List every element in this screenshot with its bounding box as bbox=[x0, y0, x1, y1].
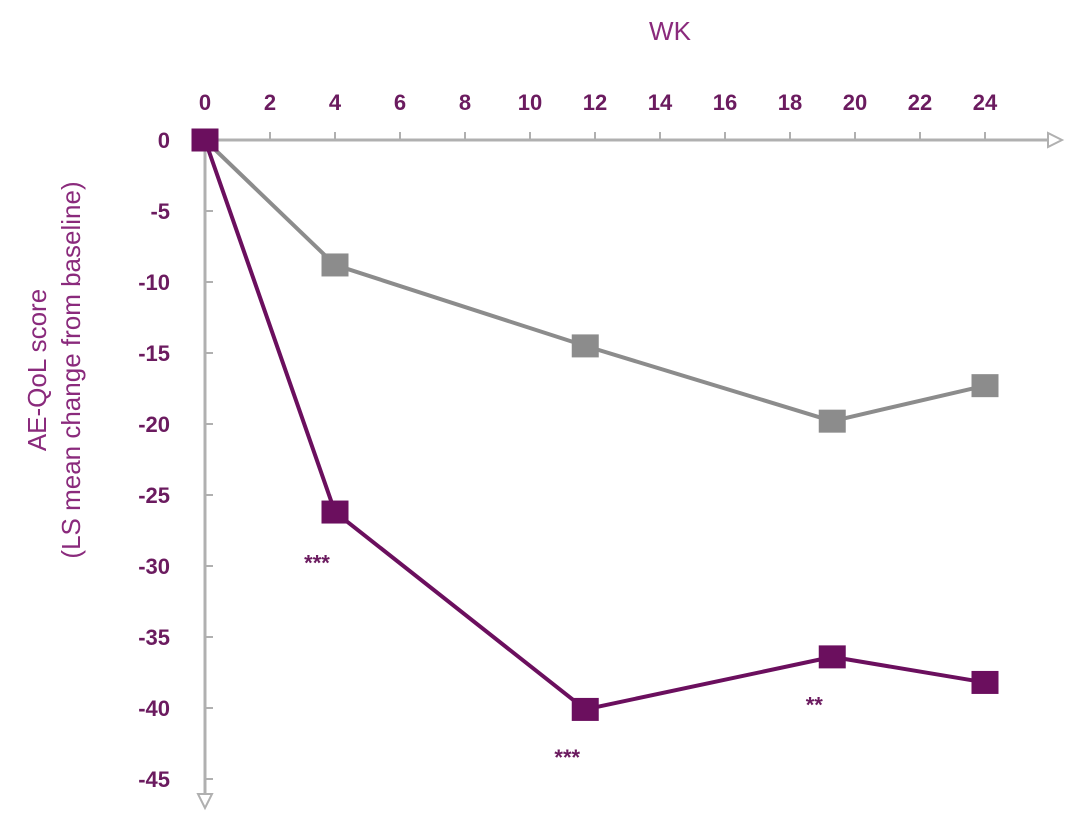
x-tick-label: 10 bbox=[518, 90, 542, 115]
x-tick-label: 0 bbox=[199, 90, 211, 115]
series-2-marker bbox=[818, 645, 846, 669]
x-tick-label: 16 bbox=[713, 90, 737, 115]
significance-annotation: *** bbox=[304, 550, 330, 575]
series-1-line bbox=[203, 138, 986, 424]
y-tick-label: -30 bbox=[138, 554, 170, 579]
significance-annotation: ** bbox=[806, 692, 824, 717]
series-2-marker bbox=[971, 670, 999, 694]
y-ticks: 0 -5 -10 -15 -20 -25 -30 -35 -40 -45 bbox=[138, 128, 213, 792]
series-1-marker bbox=[321, 253, 349, 277]
series-group bbox=[191, 128, 999, 721]
series-1-marker bbox=[571, 334, 599, 358]
axes bbox=[196, 131, 1065, 811]
x-tick-label: 6 bbox=[394, 90, 406, 115]
x-ticks: 0 2 4 6 8 10 12 14 16 18 20 22 24 bbox=[199, 90, 998, 140]
y-tick-label: -25 bbox=[138, 483, 170, 508]
annotations: ******** bbox=[304, 550, 823, 770]
series-2-line bbox=[203, 139, 986, 712]
x-tick-label: 4 bbox=[329, 90, 342, 115]
y-tick-label: -40 bbox=[138, 696, 170, 721]
x-tick-label: 2 bbox=[264, 90, 276, 115]
series-2-marker bbox=[321, 500, 349, 524]
significance-annotation: *** bbox=[554, 745, 580, 770]
y-axis-title-line2: (LS mean change from baseline) bbox=[56, 181, 86, 558]
series-2-marker bbox=[571, 697, 599, 721]
x-tick-label: 22 bbox=[908, 90, 932, 115]
x-tick-label: 14 bbox=[648, 90, 673, 115]
x-tick-label: 20 bbox=[843, 90, 867, 115]
x-tick-label: 18 bbox=[778, 90, 802, 115]
y-axis-title-line1: AE-QoL score bbox=[22, 289, 52, 451]
y-tick-label: 0 bbox=[158, 128, 170, 153]
x-tick-label: 24 bbox=[973, 90, 998, 115]
y-tick-label: -5 bbox=[150, 199, 170, 224]
x-axis-title: WK bbox=[649, 16, 692, 46]
y-tick-label: -10 bbox=[138, 270, 170, 295]
y-tick-label: -35 bbox=[138, 625, 170, 650]
y-tick-label: -15 bbox=[138, 341, 170, 366]
x-tick-label: 12 bbox=[583, 90, 607, 115]
series-1-marker bbox=[818, 409, 846, 433]
y-tick-label: -45 bbox=[138, 767, 170, 792]
y-tick-label: -20 bbox=[138, 412, 170, 437]
y-axis-arrow bbox=[196, 793, 214, 811]
series-2-marker bbox=[191, 128, 219, 152]
x-tick-label: 8 bbox=[459, 90, 471, 115]
series-1-marker bbox=[971, 374, 999, 398]
x-axis-arrow bbox=[1047, 131, 1065, 149]
